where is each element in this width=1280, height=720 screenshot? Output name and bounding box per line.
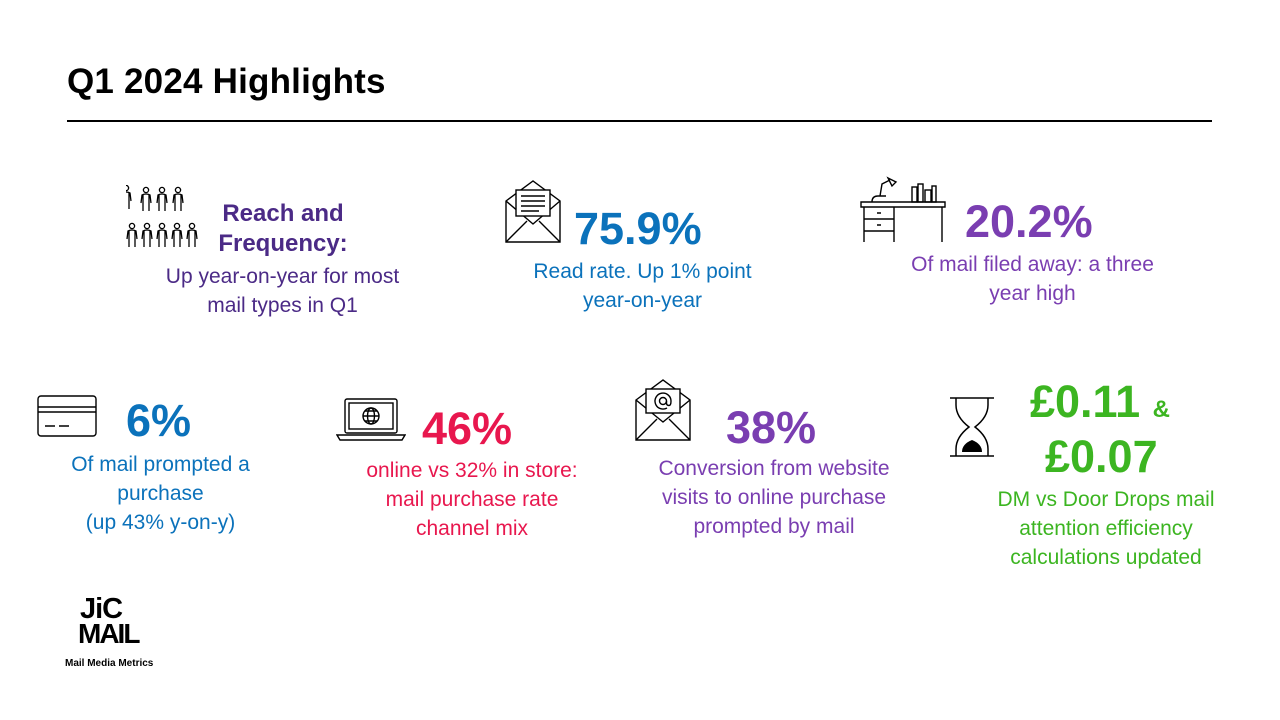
reach-heading: Reach and Frequency:	[218, 200, 348, 257]
laptop-globe-icon	[336, 398, 406, 442]
credit-card-icon	[37, 395, 97, 437]
hourglass-icon	[948, 396, 996, 458]
logo-line2: MAIL	[78, 618, 140, 649]
purchase-value: 6%	[126, 395, 192, 446]
efficiency-value-dm: £0.11	[1030, 376, 1141, 427]
logo-line1: JiC	[80, 593, 123, 625]
channel-text: online vs 32% in store: mail purchase ra…	[366, 459, 578, 540]
efficiency-value-doordrops: £0.07	[1045, 431, 1158, 482]
efficiency-text: DM vs Door Drops mail attention efficien…	[997, 488, 1215, 569]
read-rate-value: 75.9%	[574, 203, 702, 254]
logo-tagline: Mail Media Metrics	[65, 658, 154, 669]
desk-icon	[860, 176, 946, 244]
envelope-letter-icon	[503, 179, 563, 245]
efficiency-value-line: £0.11 &	[1030, 376, 1170, 428]
email-at-icon	[634, 378, 692, 442]
efficiency-connector: &	[1152, 396, 1170, 423]
page-title: Q1 2024 Highlights	[67, 62, 386, 101]
conversion-value: 38%	[726, 402, 817, 453]
channel-value: 46%	[422, 403, 513, 454]
filed-value: 20.2%	[965, 196, 1093, 247]
people-group-icon	[126, 185, 198, 255]
purchase-text: Of mail prompted a purchase	[71, 453, 250, 505]
reach-text: Up year-on-year for most mail types in Q…	[165, 265, 400, 317]
read-rate-text: Read rate. Up 1% point year-on-year	[533, 260, 752, 312]
conversion-text: Conversion from website visits to online…	[658, 457, 890, 538]
title-divider	[67, 120, 1212, 122]
filed-text: Of mail filed away: a three year high	[911, 253, 1154, 305]
purchase-note: (up 43% y-on-y)	[85, 511, 236, 534]
